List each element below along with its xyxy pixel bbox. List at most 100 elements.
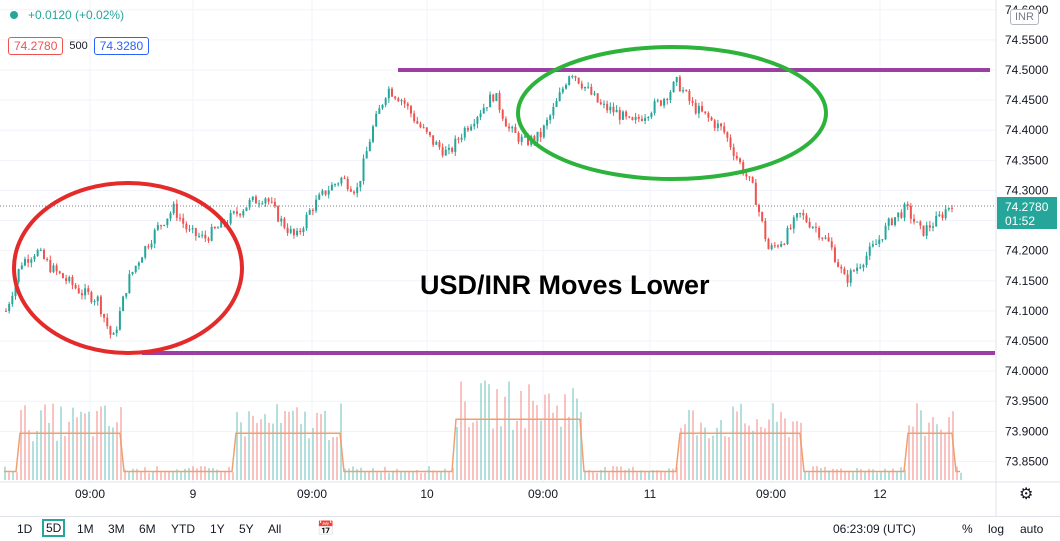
candle-body (90, 292, 93, 303)
candle-body (903, 204, 906, 218)
volume-bar (56, 440, 58, 480)
volume-bar (664, 472, 666, 480)
candle-body (688, 90, 691, 101)
volume-bar (808, 472, 810, 480)
candle-body (270, 201, 273, 203)
timeframe-1d[interactable]: 1D (17, 522, 33, 536)
volume-bar (28, 430, 30, 480)
volume-bar (684, 424, 686, 480)
candle-body (239, 213, 242, 216)
candle-body (422, 127, 425, 129)
candle-body (871, 244, 874, 247)
candle-body (451, 147, 454, 152)
volume-bar (400, 471, 402, 480)
candle-body (609, 106, 612, 111)
volume-bar (772, 403, 774, 480)
candle-body (435, 141, 438, 145)
volume-bar (460, 381, 462, 480)
volume-bar (884, 468, 886, 480)
volume-bar (576, 398, 578, 480)
timeframe-5y[interactable]: 5Y (239, 522, 254, 536)
candle-body (821, 237, 824, 239)
timeframe-5d[interactable]: 5D (42, 519, 66, 537)
price-tick-label: 74.5500 (1005, 33, 1049, 47)
timeframe-1m[interactable]: 1M (77, 522, 94, 536)
timeframe-3m[interactable]: 3M (108, 522, 125, 536)
candle-body (245, 207, 248, 211)
candle-body (764, 220, 767, 240)
candle-body (210, 226, 213, 241)
candle-body (409, 106, 412, 114)
candle-body (372, 126, 375, 142)
volume-bar (300, 423, 302, 480)
candle-body (273, 201, 276, 207)
timeframe-6m[interactable]: 6M (139, 522, 156, 536)
currency-selector[interactable]: INR (1010, 9, 1039, 25)
candle-body (394, 96, 397, 99)
candle-body (201, 234, 204, 236)
candle-body (106, 317, 109, 327)
timeframe-1y[interactable]: 1Y (210, 522, 225, 536)
candle-body (713, 120, 716, 128)
candle-body (675, 77, 678, 83)
volume-bar (284, 410, 286, 480)
volume-bar (148, 472, 150, 480)
time-axis: 09:00 9 09:00 10 09:00 11 09:00 12 (75, 487, 887, 501)
volume-bar (504, 396, 506, 480)
time-tick-label: 11 (644, 487, 657, 501)
candle-body (258, 203, 261, 205)
volume-bar (848, 470, 850, 480)
candle-body (856, 267, 859, 271)
auto-scale-button[interactable]: auto (1020, 522, 1044, 536)
volume-bar (696, 435, 698, 480)
candle-body (694, 102, 697, 114)
volume-bar (868, 468, 870, 480)
volume-bar (756, 419, 758, 480)
candle-body (109, 326, 112, 335)
volume-bar (424, 472, 426, 480)
buy-price-button[interactable]: 74.3280 (93, 37, 150, 55)
utc-clock[interactable]: 06:23:09 (UTC) (833, 522, 916, 536)
volume-bar (540, 420, 542, 480)
volume-bar (212, 468, 214, 480)
volume-bar (332, 437, 334, 480)
candle-body (87, 288, 90, 293)
calendar-icon[interactable]: 📅 (317, 520, 335, 536)
candle-body (916, 221, 919, 223)
percent-scale-button[interactable]: % (962, 522, 973, 536)
candle-body (720, 123, 723, 127)
candle-body (191, 228, 194, 230)
status-dot-icon (10, 11, 18, 19)
candle-body (353, 191, 356, 194)
time-tick-label: 12 (873, 487, 887, 501)
price-tick-label: 74.2000 (1005, 244, 1049, 258)
candle-body (644, 117, 647, 121)
candle-body (894, 217, 897, 225)
volume-bar (520, 390, 522, 480)
candle-body (160, 225, 163, 227)
volume-bar (740, 403, 742, 480)
volume-bar (160, 472, 162, 480)
gear-icon[interactable]: ⚙ (1019, 486, 1034, 503)
candle-body (65, 278, 68, 282)
volume-bar (152, 471, 154, 480)
volume-bar (384, 466, 386, 480)
volume-bar (232, 472, 234, 480)
sell-price-button[interactable]: 74.2780 (8, 37, 64, 55)
volume-bar (104, 405, 106, 480)
log-scale-button[interactable]: log (988, 522, 1005, 536)
volume-bar (420, 472, 422, 480)
candle-body (55, 265, 58, 272)
volume-bar (668, 468, 670, 480)
candle-body (593, 93, 596, 95)
volume-bar (208, 468, 210, 480)
volume-bar (580, 411, 582, 480)
candle-body (156, 225, 159, 230)
timeframe-ytd[interactable]: YTD (171, 522, 195, 536)
candle-body (390, 88, 393, 97)
timeframe-all[interactable]: All (268, 522, 282, 536)
candle-body (308, 210, 311, 215)
candle-body (444, 149, 447, 156)
volume-bar (500, 426, 502, 480)
